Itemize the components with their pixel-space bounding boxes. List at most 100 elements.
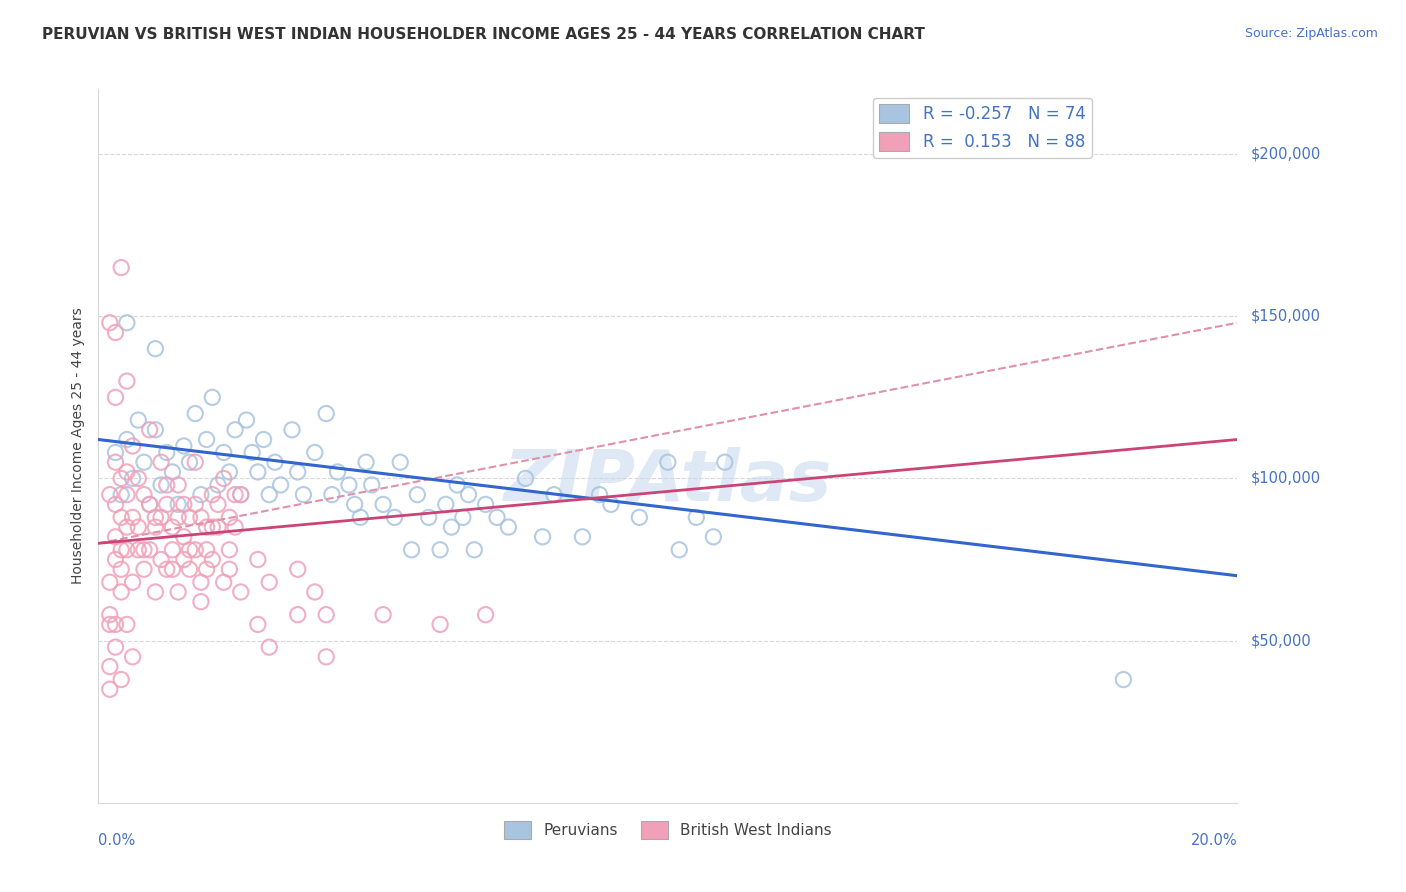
Point bbox=[259, 640, 281, 654]
Point bbox=[138, 497, 160, 511]
Point bbox=[224, 488, 246, 502]
Text: PERUVIAN VS BRITISH WEST INDIAN HOUSEHOLDER INCOME AGES 25 - 44 YEARS CORRELATIO: PERUVIAN VS BRITISH WEST INDIAN HOUSEHOL… bbox=[42, 27, 925, 42]
Point bbox=[252, 433, 274, 447]
Point bbox=[110, 488, 132, 502]
Point bbox=[600, 497, 623, 511]
Point bbox=[167, 497, 190, 511]
Point bbox=[195, 433, 218, 447]
Point bbox=[657, 455, 679, 469]
Point bbox=[132, 488, 155, 502]
Point bbox=[110, 471, 132, 485]
Point bbox=[304, 445, 326, 459]
Point bbox=[287, 562, 309, 576]
Point bbox=[235, 413, 257, 427]
Point bbox=[418, 510, 440, 524]
Point bbox=[543, 488, 565, 502]
Point bbox=[115, 433, 138, 447]
Point bbox=[98, 316, 121, 330]
Point bbox=[104, 497, 127, 511]
Point bbox=[190, 595, 212, 609]
Point bbox=[195, 520, 218, 534]
Point bbox=[349, 510, 371, 524]
Point bbox=[110, 562, 132, 576]
Point bbox=[115, 617, 138, 632]
Point bbox=[184, 542, 207, 557]
Point bbox=[184, 455, 207, 469]
Point bbox=[138, 497, 160, 511]
Point bbox=[304, 585, 326, 599]
Point bbox=[315, 407, 337, 421]
Point bbox=[127, 413, 149, 427]
Point bbox=[321, 488, 343, 502]
Point bbox=[179, 455, 201, 469]
Point bbox=[571, 530, 593, 544]
Point bbox=[246, 552, 269, 566]
Point bbox=[401, 542, 423, 557]
Point bbox=[173, 439, 195, 453]
Y-axis label: Householder Income Ages 25 - 44 years: Householder Income Ages 25 - 44 years bbox=[70, 308, 84, 584]
Point bbox=[98, 617, 121, 632]
Point bbox=[207, 520, 229, 534]
Point bbox=[132, 542, 155, 557]
Point bbox=[287, 607, 309, 622]
Point bbox=[531, 530, 554, 544]
Point bbox=[201, 552, 224, 566]
Point bbox=[218, 562, 240, 576]
Point bbox=[110, 510, 132, 524]
Point bbox=[98, 607, 121, 622]
Point bbox=[498, 520, 520, 534]
Point bbox=[714, 455, 737, 469]
Point bbox=[167, 510, 190, 524]
Point bbox=[229, 585, 252, 599]
Point bbox=[184, 497, 207, 511]
Point bbox=[173, 552, 195, 566]
Text: $150,000: $150,000 bbox=[1251, 309, 1322, 324]
Point bbox=[246, 617, 269, 632]
Point bbox=[179, 562, 201, 576]
Point bbox=[229, 488, 252, 502]
Point bbox=[190, 575, 212, 590]
Point bbox=[156, 445, 179, 459]
Point bbox=[138, 423, 160, 437]
Point bbox=[104, 617, 127, 632]
Point bbox=[127, 520, 149, 534]
Point bbox=[162, 520, 184, 534]
Point bbox=[281, 423, 304, 437]
Point bbox=[132, 562, 155, 576]
Point bbox=[104, 326, 127, 340]
Point bbox=[138, 542, 160, 557]
Point bbox=[240, 445, 263, 459]
Point bbox=[162, 542, 184, 557]
Point bbox=[179, 510, 201, 524]
Point bbox=[162, 562, 184, 576]
Point bbox=[474, 497, 496, 511]
Point bbox=[115, 465, 138, 479]
Point bbox=[1112, 673, 1135, 687]
Point bbox=[218, 510, 240, 524]
Point bbox=[184, 407, 207, 421]
Point bbox=[110, 260, 132, 275]
Point bbox=[229, 488, 252, 502]
Point bbox=[190, 510, 212, 524]
Point bbox=[434, 497, 457, 511]
Point bbox=[360, 478, 382, 492]
Point bbox=[104, 640, 127, 654]
Point bbox=[104, 455, 127, 469]
Point bbox=[121, 471, 143, 485]
Point bbox=[429, 617, 451, 632]
Point bbox=[259, 488, 281, 502]
Point bbox=[440, 520, 463, 534]
Point bbox=[145, 510, 167, 524]
Point bbox=[195, 562, 218, 576]
Point bbox=[343, 497, 366, 511]
Point bbox=[98, 659, 121, 673]
Text: $100,000: $100,000 bbox=[1251, 471, 1322, 486]
Point bbox=[246, 465, 269, 479]
Point bbox=[515, 471, 537, 485]
Point bbox=[190, 488, 212, 502]
Point bbox=[150, 552, 173, 566]
Point bbox=[337, 478, 360, 492]
Point bbox=[588, 488, 610, 502]
Point bbox=[104, 390, 127, 404]
Point bbox=[115, 542, 138, 557]
